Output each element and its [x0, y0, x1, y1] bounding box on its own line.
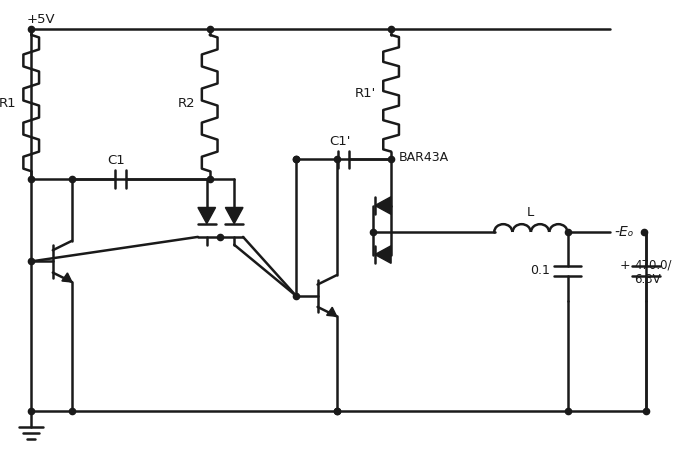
Text: R2: R2 [177, 97, 195, 110]
Polygon shape [327, 307, 337, 316]
Text: 0.1: 0.1 [530, 264, 550, 277]
Text: L: L [527, 206, 535, 219]
Text: 470.0/: 470.0/ [634, 259, 672, 272]
Text: -Eₒ: -Eₒ [615, 225, 634, 239]
Polygon shape [225, 207, 243, 224]
Text: C1: C1 [108, 154, 125, 167]
Text: R1': R1' [355, 87, 377, 100]
Polygon shape [62, 273, 72, 282]
Text: +5V: +5V [27, 13, 55, 26]
Text: BAR43A: BAR43A [399, 151, 449, 164]
Text: 6.3V: 6.3V [634, 273, 661, 286]
Text: +: + [620, 259, 631, 272]
Text: C1': C1' [329, 135, 350, 148]
Polygon shape [198, 207, 216, 224]
Text: R1: R1 [0, 97, 17, 110]
Polygon shape [375, 246, 391, 263]
Polygon shape [375, 197, 391, 214]
